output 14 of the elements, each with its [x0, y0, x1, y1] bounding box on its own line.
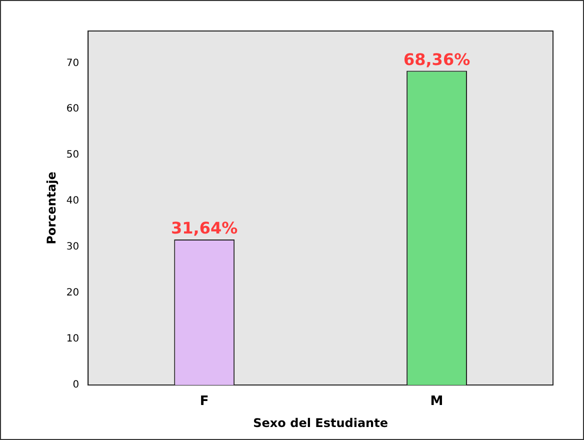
- data-label: 31,64%: [171, 218, 238, 238]
- y-tick-label: 60: [66, 104, 80, 115]
- y-axis-title: Porcentaje: [44, 172, 58, 244]
- y-tick-label: 0: [72, 380, 80, 391]
- y-tick-label: 70: [66, 58, 80, 69]
- y-tick-label: 50: [66, 150, 80, 161]
- x-axis-title: Sexo del Estudiante: [253, 416, 388, 430]
- x-tick-label: F: [200, 394, 209, 410]
- data-label: 68,36%: [403, 50, 470, 69]
- y-tick-label: 30: [66, 242, 80, 253]
- x-tick-label: M: [430, 394, 444, 410]
- y-tick-label: 40: [66, 196, 80, 207]
- y-tick-label: 20: [66, 288, 80, 299]
- y-tick-label: 10: [66, 334, 80, 345]
